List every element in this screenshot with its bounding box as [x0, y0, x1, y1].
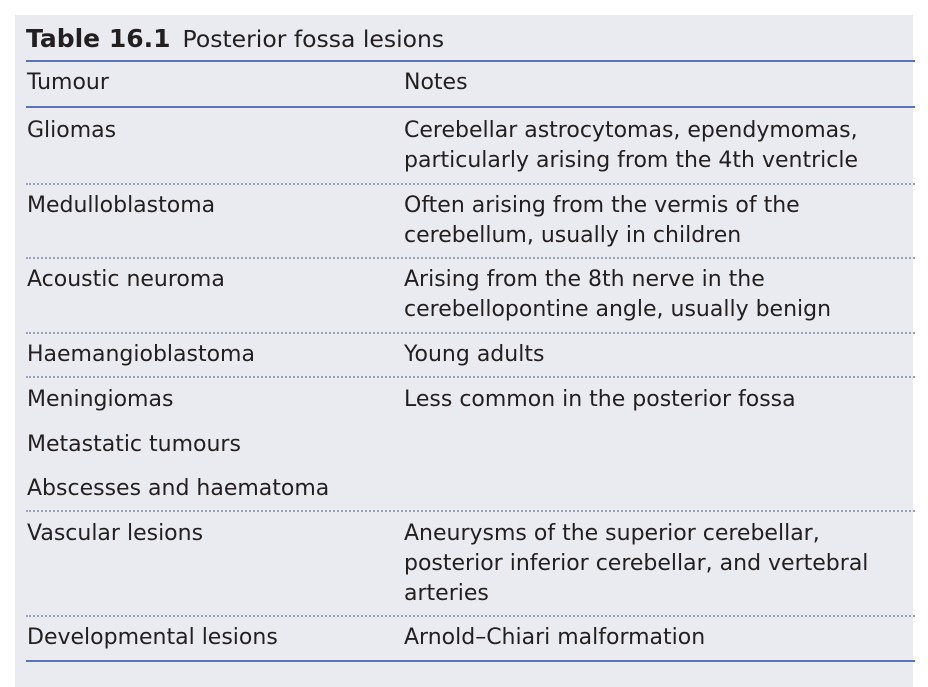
table-row: Gliomas Cerebellar astrocytomas, ependym… [26, 116, 915, 176]
row-notes-line: cerebellum, usually in children [404, 223, 742, 248]
table-panel: Table 16.1 Posterior fossa lesions Tumour… [15, 15, 915, 687]
table-title: Posterior fossa lesions [182, 25, 445, 53]
table-row: Medulloblastoma Often arising from the v… [26, 191, 915, 251]
row-divider [26, 510, 915, 512]
row-divider [26, 332, 915, 334]
row-notes-line: Less common in the posterior fossa [404, 387, 796, 412]
row-notes-line: Arnold–Chiari malformation [404, 625, 706, 650]
header-rule [26, 106, 915, 108]
row-divider [26, 257, 915, 259]
row-tumour: Acoustic neuroma [27, 267, 225, 292]
table-header: Tumour Notes [26, 65, 902, 107]
row-tumour: Developmental lesions [27, 625, 278, 650]
row-divider [26, 615, 915, 617]
row-notes-line: arteries [404, 581, 489, 606]
row-notes-line: cerebellopontine angle, usually benign [404, 297, 832, 322]
row-tumour: Abscesses and haematoma [27, 476, 330, 501]
row-tumour: Meningiomas [27, 387, 174, 412]
title-rule [26, 60, 915, 62]
table-number: Table 16.1 [26, 24, 171, 53]
row-notes-line: Aneurysms of the superior cerebellar, [404, 521, 820, 546]
table-row: Haemangioblastoma Young adults [26, 340, 915, 370]
row-tumour: Gliomas [27, 118, 117, 143]
row-notes-line: Cerebellar astrocytomas, ependymomas, [404, 118, 858, 143]
table-row: Vascular lesions Aneurysms of the superi… [26, 519, 915, 609]
table-row: Meningiomas Less common in the posterior… [26, 385, 915, 415]
row-tumour: Vascular lesions [27, 521, 204, 546]
table-row: Metastatic tumours [26, 430, 915, 460]
row-notes-line: Often arising from the vermis of the [404, 193, 800, 218]
row-notes-line: particularly arising from the 4th ventri… [404, 148, 859, 173]
row-notes-line: Arising from the 8th nerve in the [404, 267, 765, 292]
row-notes-line: Young adults [404, 342, 545, 367]
row-tumour: Haemangioblastoma [27, 342, 255, 367]
table-caption: Table 16.1 Posterior fossa lesions [26, 24, 902, 58]
row-notes-line: posterior inferior cerebellar, and verte… [404, 551, 869, 576]
row-divider [26, 183, 915, 185]
header-notes: Notes [404, 70, 468, 95]
row-tumour: Metastatic tumours [27, 432, 241, 457]
table-bottom-rule [26, 660, 915, 662]
table-row: Acoustic neuroma Arising from the 8th ne… [26, 265, 915, 325]
table-row: Developmental lesions Arnold–Chiari malf… [26, 623, 915, 653]
table-row: Abscesses and haematoma [26, 474, 915, 504]
row-tumour: Medulloblastoma [27, 193, 216, 218]
header-tumour: Tumour [27, 70, 109, 95]
row-divider [26, 376, 915, 378]
